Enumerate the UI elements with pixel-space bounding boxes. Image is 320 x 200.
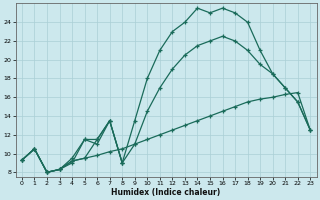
X-axis label: Humidex (Indice chaleur): Humidex (Indice chaleur) bbox=[111, 188, 221, 197]
